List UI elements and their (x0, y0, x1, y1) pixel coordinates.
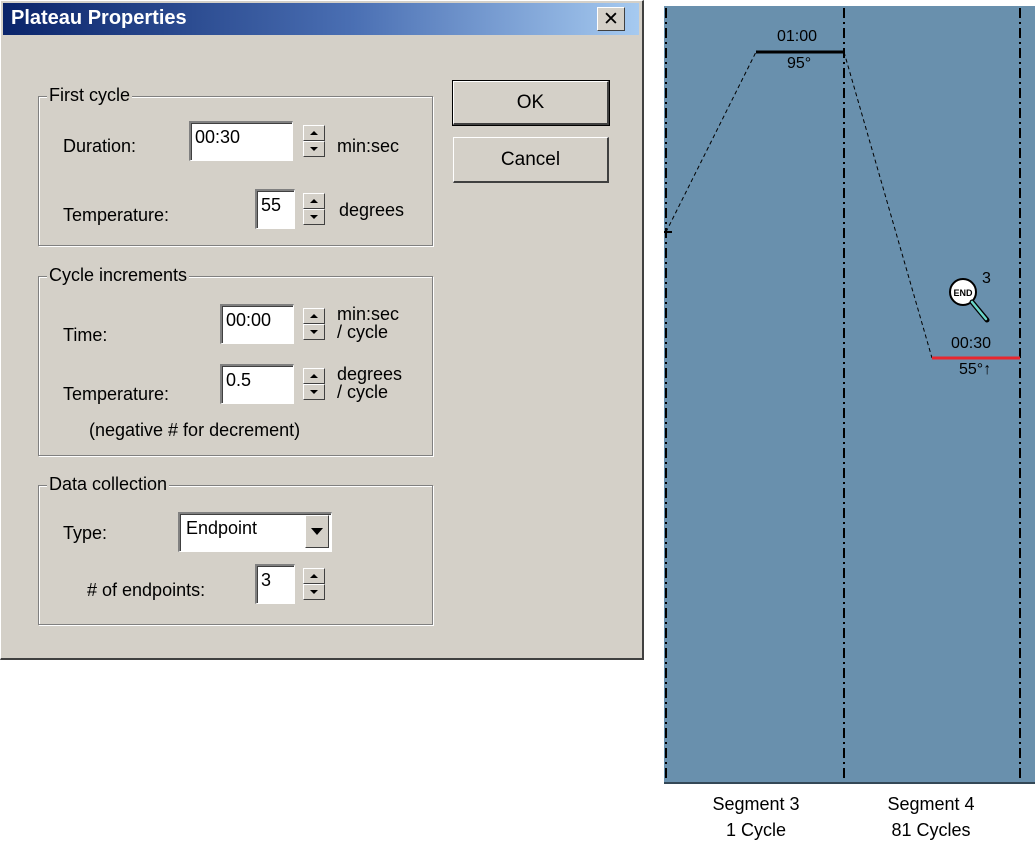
increment-time-spinner[interactable] (303, 308, 325, 340)
first-temperature-unit: degrees (339, 200, 405, 220)
arrow-down-icon (310, 147, 318, 151)
spin-down-button[interactable] (303, 384, 325, 400)
first-temperature-label: Temperature: (63, 205, 170, 225)
increment-time-label: Time: (63, 325, 108, 345)
segment4-cycles: 81 Cycles (891, 820, 971, 840)
segment4-time-label: 00:30 (951, 335, 992, 352)
segment3-title: Segment 3 (712, 794, 800, 814)
type-dropdown-button[interactable] (305, 515, 329, 548)
spin-up-button[interactable] (303, 125, 325, 141)
arrow-down-icon (310, 215, 318, 219)
segment3-time-label: 01:00 (777, 28, 818, 45)
increment-temperature-label: Temperature: (63, 384, 170, 404)
endpoints-input[interactable]: 3 (255, 564, 295, 604)
arrow-down-icon (310, 590, 318, 594)
ok-button[interactable]: OK (452, 80, 610, 126)
duration-label: Duration: (63, 136, 137, 156)
arrow-down-icon (310, 330, 318, 334)
cancel-button[interactable]: Cancel (453, 137, 609, 183)
end-magnifier-icon[interactable]: END (949, 278, 990, 323)
first-cycle-legend: First cycle (47, 85, 132, 105)
increment-time-unit: min:sec (337, 304, 400, 324)
segment3-temp-label: 95° (787, 55, 812, 72)
end-icon-text: END (953, 288, 973, 298)
increment-time-input[interactable]: 00:00 (220, 304, 294, 344)
spin-down-button[interactable] (303, 141, 325, 157)
data-collection-legend: Data collection (47, 474, 170, 494)
spin-up-button[interactable] (303, 568, 325, 584)
type-label: Type: (63, 523, 108, 543)
data-collection-group (38, 485, 433, 625)
duration-spinner[interactable] (303, 125, 325, 157)
first-temperature-spinner[interactable] (303, 193, 325, 225)
plateau-properties-dialog: Plateau Properties ✕ First cycle Duratio… (0, 0, 644, 660)
arrow-up-icon (310, 314, 318, 318)
ramp-up-segment-3 (665, 51, 757, 233)
title-bar: Plateau Properties ✕ (3, 3, 639, 35)
arrow-up-icon (310, 374, 318, 378)
spin-up-button[interactable] (303, 193, 325, 209)
spin-down-button[interactable] (303, 324, 325, 340)
dialog-title: Plateau Properties (11, 7, 187, 29)
protocol-chart (664, 6, 1035, 784)
spin-up-button[interactable] (303, 308, 325, 324)
decrement-note: (negative # for decrement) (89, 420, 301, 440)
segment3-cycles: 1 Cycle (725, 820, 787, 840)
close-button[interactable]: ✕ (597, 7, 625, 31)
endpoints-spinner[interactable] (303, 568, 325, 600)
spin-down-button[interactable] (303, 584, 325, 600)
increment-temperature-unit: degrees (337, 364, 403, 384)
segment4-title: Segment 4 (887, 794, 975, 814)
endpoints-label: # of endpoints: (87, 580, 206, 600)
arrow-up-icon (310, 574, 318, 578)
increment-time-per-cycle: / cycle (337, 322, 389, 342)
type-value: Endpoint (186, 518, 258, 538)
increment-temperature-input[interactable]: 0.5 (220, 364, 294, 404)
arrow-up-icon (310, 131, 318, 135)
close-icon: ✕ (603, 8, 619, 30)
arrow-down-icon (310, 390, 318, 394)
first-cycle-group (38, 96, 433, 246)
duration-unit: min:sec (337, 136, 400, 156)
increment-temperature-per-cycle: / cycle (337, 382, 389, 402)
increment-temperature-spinner[interactable] (303, 368, 325, 400)
spin-up-button[interactable] (303, 368, 325, 384)
cycle-increments-group (38, 276, 433, 456)
endpoint-count-label: 3 (982, 270, 991, 287)
arrow-up-icon (310, 199, 318, 203)
duration-input[interactable]: 00:30 (189, 121, 293, 161)
ramp-down-segment-4 (843, 51, 933, 359)
first-temperature-input[interactable]: 55 (255, 189, 295, 229)
dropdown-arrow-icon (311, 528, 323, 535)
cycle-increments-legend: Cycle increments (47, 265, 190, 285)
segment4-temp-label: 55°↑ (959, 361, 992, 378)
spin-down-button[interactable] (303, 209, 325, 225)
